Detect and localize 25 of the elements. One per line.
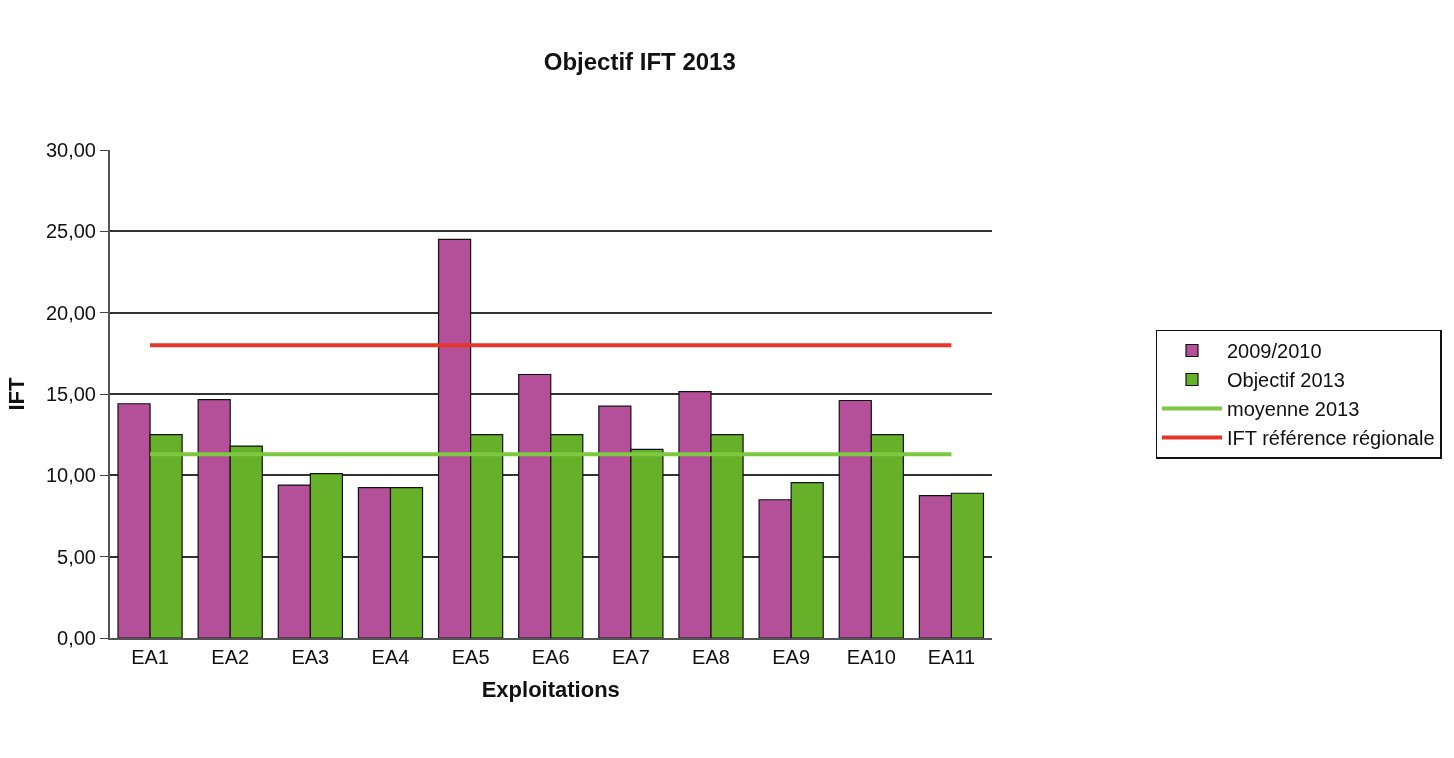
x-tick-label: EA3 xyxy=(291,646,330,668)
y-tick-label: 0,00 xyxy=(57,627,96,649)
y-tick-label: 15,00 xyxy=(45,383,96,405)
x-tick-label: EA10 xyxy=(846,646,896,668)
legend-label: moyenne 2013 xyxy=(1227,398,1360,421)
x-tick-label: EA5 xyxy=(451,646,490,668)
legend-label: 2009/2010 xyxy=(1227,340,1322,363)
y-tick-label: 30,00 xyxy=(45,139,96,161)
y-tick-label: 10,00 xyxy=(45,464,96,487)
x-tick-label: EA6 xyxy=(531,646,570,668)
x-tick-label: EA7 xyxy=(611,646,650,668)
x-tick-label: EA4 xyxy=(371,646,410,668)
y-axis-title: IFT xyxy=(4,376,30,411)
y-tick-label: 5,00 xyxy=(57,545,96,568)
x-tick-label: EA1 xyxy=(131,646,169,668)
legend-label: IFT référence régionale xyxy=(1227,427,1435,450)
x-tick-label: EA2 xyxy=(211,646,250,668)
legend-label: Objectif 2013 xyxy=(1227,369,1345,392)
y-tick-label: 25,00 xyxy=(45,220,96,243)
x-axis-title: Exploitations xyxy=(481,677,620,703)
y-tick-label: 20,00 xyxy=(45,301,96,324)
x-tick-label: EA9 xyxy=(772,646,811,668)
x-tick-label: EA11 xyxy=(927,646,976,668)
x-tick-label: EA8 xyxy=(692,646,730,668)
chart-title: Objectif IFT 2013 xyxy=(543,47,736,75)
